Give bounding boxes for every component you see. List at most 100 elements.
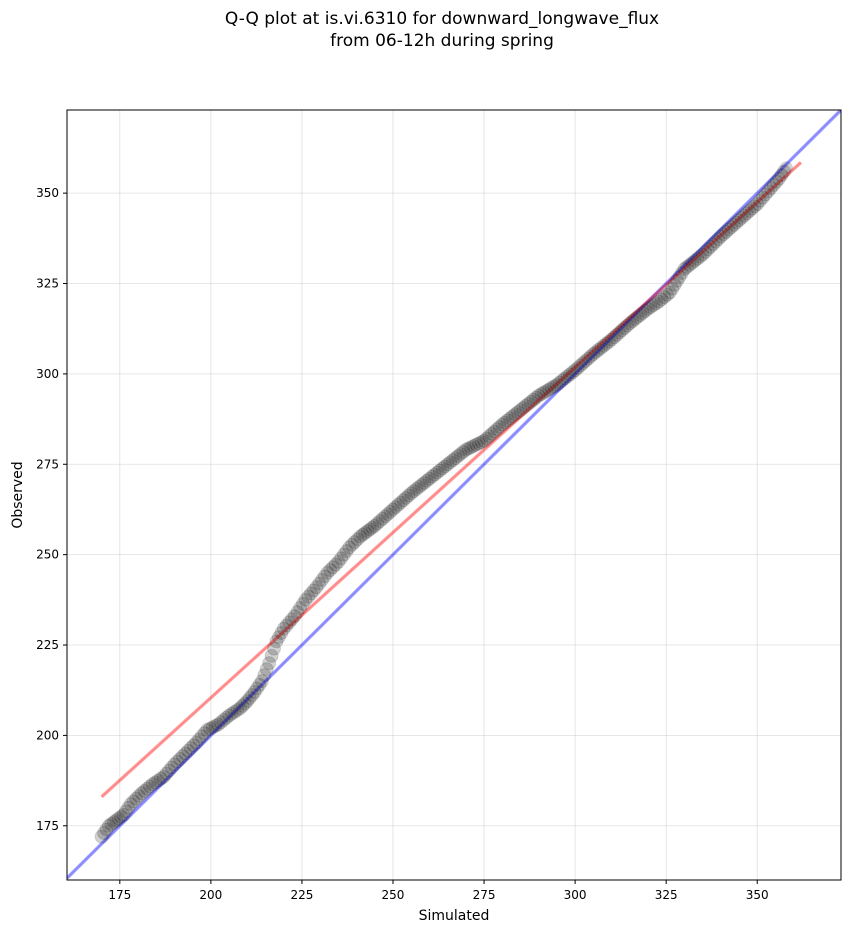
quantile-point — [287, 609, 302, 624]
y-tick-label: 350 — [36, 186, 59, 200]
quantile-point — [700, 242, 715, 257]
quantile-point — [104, 816, 119, 831]
quantile-point — [750, 196, 765, 211]
quantile-point — [181, 743, 196, 758]
quantile-point — [670, 273, 685, 288]
quantile-point — [705, 237, 720, 252]
quantile-point — [409, 482, 424, 497]
quantile-point — [711, 232, 726, 247]
quantile-point — [404, 486, 419, 501]
quantile-point — [440, 457, 455, 472]
quantile-point — [677, 262, 692, 277]
quantile-point — [734, 210, 749, 225]
quantile-point — [685, 255, 700, 270]
quantile-point — [435, 461, 450, 476]
quantile-point — [578, 353, 593, 368]
fit-line — [100, 161, 803, 799]
quantile-point — [713, 229, 728, 244]
quantile-point — [630, 310, 645, 325]
quantile-point — [614, 323, 629, 338]
quantile-point — [233, 701, 248, 716]
quantile-point — [252, 677, 267, 692]
quantile-point — [583, 349, 598, 364]
one-to-one-line — [67, 110, 841, 880]
quantile-point — [267, 641, 282, 656]
quantile-point — [484, 426, 499, 441]
quantile-point — [672, 269, 687, 284]
quantile-point — [375, 511, 390, 526]
quantile-point — [620, 318, 635, 333]
quantile-point — [761, 184, 776, 199]
quantile-point — [320, 565, 335, 580]
quantile-point — [271, 630, 286, 645]
quantile-point — [772, 171, 787, 186]
quantile-point — [245, 688, 260, 703]
quantile-point — [164, 760, 179, 775]
quantile-point — [690, 251, 705, 266]
quantile-point — [469, 437, 484, 452]
quantile-point — [660, 287, 675, 302]
y-tick-label: 325 — [36, 277, 59, 291]
quantile-point — [521, 396, 536, 411]
y-axis-label: Observed — [10, 461, 26, 528]
quantile-point — [298, 592, 313, 607]
quantile-point — [282, 615, 297, 630]
quantile-point — [599, 336, 614, 351]
quantile-point — [500, 413, 515, 428]
quantile-point — [724, 220, 739, 235]
chart-title-line-1: Q-Q plot at is.vi.6310 for downward_long… — [224, 9, 660, 29]
quantile-point — [565, 365, 580, 380]
quantile-point — [121, 800, 136, 815]
quantile-point — [609, 327, 624, 342]
quantile-point — [208, 718, 223, 733]
quantile-point — [101, 818, 116, 833]
quantile-point — [111, 811, 126, 826]
quantile-point — [186, 738, 201, 753]
quantile-point — [471, 436, 486, 451]
quantile-point — [529, 390, 544, 405]
quantile-point — [159, 766, 174, 781]
quantile-point — [758, 187, 773, 202]
quantile-point — [257, 668, 272, 683]
quantile-point — [513, 403, 528, 418]
quantile-point — [290, 605, 305, 620]
quantile-point — [123, 797, 138, 812]
chart-title-line-2: from 06-12h during spring — [330, 31, 554, 51]
quantile-point — [235, 698, 250, 713]
quantile-point — [367, 518, 382, 533]
quantile-point — [417, 475, 432, 490]
quantile-point — [763, 181, 778, 196]
quantile-point — [443, 455, 458, 470]
quantile-point — [183, 741, 198, 756]
quantile-point — [393, 495, 408, 510]
quantile-point — [129, 791, 144, 806]
quantile-point — [665, 281, 680, 296]
quantile-point — [739, 206, 754, 221]
quantile-point — [627, 312, 642, 327]
quantile-point — [211, 717, 226, 732]
quantile-point — [425, 469, 440, 484]
quantile-point — [385, 502, 400, 517]
quantile-point — [769, 174, 784, 189]
x-tick-label: 175 — [108, 888, 131, 902]
quantile-point — [657, 290, 672, 305]
quantile-point — [398, 490, 413, 505]
x-tick-label: 275 — [473, 888, 496, 902]
quantile-point — [269, 634, 284, 649]
quantile-point — [573, 358, 588, 373]
x-tick-label: 300 — [564, 888, 587, 902]
quantile-point — [779, 161, 793, 175]
quantile-point — [745, 201, 760, 216]
quantile-point — [482, 429, 497, 444]
quantile-point — [601, 334, 616, 349]
quantile-point — [448, 451, 463, 466]
quantile-point — [222, 708, 237, 723]
quantile-point — [555, 373, 570, 388]
quantile-point — [317, 569, 332, 584]
chart-title: Q-Q plot at is.vi.6310 for downward_long… — [0, 8, 851, 52]
quantile-point — [350, 532, 365, 547]
quantile-point — [205, 720, 220, 735]
quantile-point — [682, 257, 697, 272]
quantile-point — [490, 422, 505, 437]
quantile-point — [172, 751, 187, 766]
